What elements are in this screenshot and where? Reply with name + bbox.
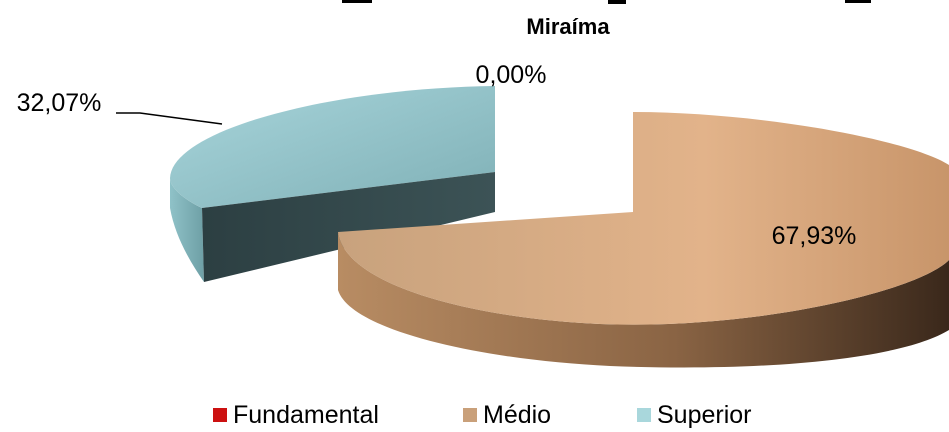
pie-slice-superior-side xyxy=(170,178,204,282)
pie-slice-medio-top xyxy=(338,112,949,325)
title-fragment xyxy=(608,0,626,4)
pie-slice-superior-cut xyxy=(202,172,495,282)
pie-slice-superior-top xyxy=(170,86,495,208)
legend-swatch-fundamental xyxy=(213,408,227,422)
data-label-superior: 32,07% xyxy=(17,89,102,117)
legend-label-fundamental: Fundamental xyxy=(233,400,379,429)
title-fragment xyxy=(342,0,372,3)
legend-item-medio: Médio xyxy=(463,401,551,430)
chart-legend: Fundamental Médio Superior xyxy=(0,398,949,432)
pie-slice-superior xyxy=(170,86,495,282)
data-label-medio: 67,93% xyxy=(772,222,857,250)
legend-item-superior: Superior xyxy=(637,401,752,430)
leader-line-superior xyxy=(116,112,223,125)
legend-item-fundamental: Fundamental xyxy=(213,401,379,430)
data-label-fundamental: 0,00% xyxy=(476,61,547,89)
legend-swatch-superior xyxy=(637,408,651,422)
chart-title: Miraíma xyxy=(526,14,610,39)
legend-label-medio: Médio xyxy=(483,400,552,429)
legend-label-superior: Superior xyxy=(657,400,752,429)
pie-slice-medio xyxy=(338,112,949,368)
title-fragment xyxy=(845,0,871,3)
pie-slice-medio-side xyxy=(338,232,949,368)
legend-swatch-medio xyxy=(463,408,477,422)
